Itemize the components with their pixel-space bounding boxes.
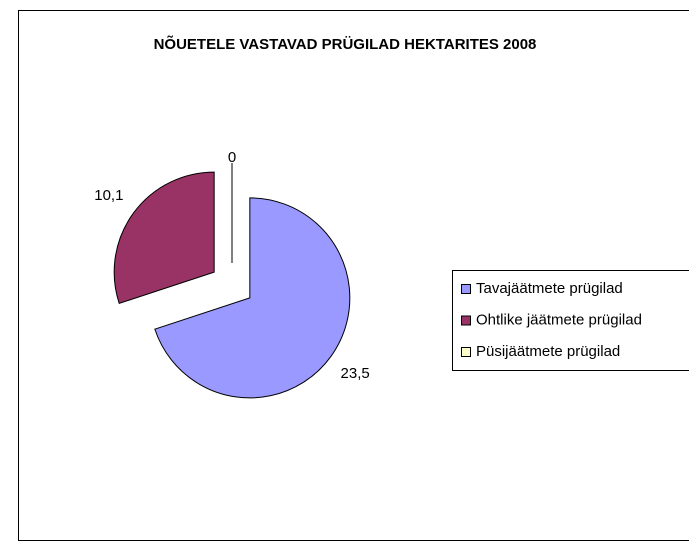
legend-label: Tavajäätmete prügilad [476,280,623,297]
pie-slice [154,197,351,399]
data-label: 23,5 [341,365,370,382]
legend-swatch [461,347,471,357]
pie-slice [113,171,215,304]
legend-box [452,270,689,371]
chart-title: NÕUETELE VASTAVAD PRÜGILAD HEKTARITES 20… [154,35,537,53]
data-label: 0 [228,149,236,166]
data-label: 10,1 [94,187,123,204]
legend-label: Püsijäätmete prügilad [476,343,620,360]
legend-swatch [461,315,471,326]
legend-label: Ohtlike jäätmete prügilad [476,311,642,328]
legend-swatch [461,284,471,294]
